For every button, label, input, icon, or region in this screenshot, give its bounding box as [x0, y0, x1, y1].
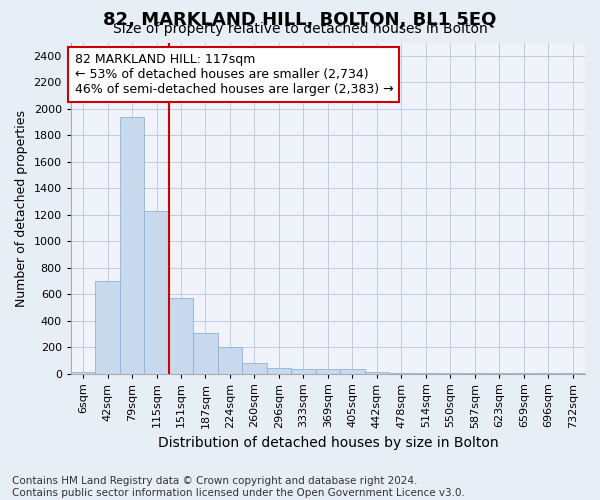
Bar: [95, 281, 120, 374]
X-axis label: Distribution of detached houses by size in Bolton: Distribution of detached houses by size …: [158, 436, 498, 450]
Bar: [169, 298, 193, 374]
Bar: [193, 333, 218, 374]
Bar: [267, 368, 291, 374]
Text: Contains HM Land Registry data © Crown copyright and database right 2024.
Contai: Contains HM Land Registry data © Crown c…: [12, 476, 465, 498]
Bar: [71, 372, 95, 374]
Bar: [120, 116, 144, 374]
Text: Size of property relative to detached houses in Bolton: Size of property relative to detached ho…: [113, 22, 487, 36]
Y-axis label: Number of detached properties: Number of detached properties: [15, 110, 28, 306]
Bar: [316, 370, 340, 374]
Text: 82, MARKLAND HILL, BOLTON, BL1 5EQ: 82, MARKLAND HILL, BOLTON, BL1 5EQ: [103, 11, 497, 29]
Bar: [218, 347, 242, 374]
Bar: [438, 373, 463, 374]
Text: 82 MARKLAND HILL: 117sqm
← 53% of detached houses are smaller (2,734)
46% of sem: 82 MARKLAND HILL: 117sqm ← 53% of detach…: [74, 53, 393, 96]
Bar: [340, 370, 365, 374]
Bar: [413, 373, 438, 374]
Bar: [242, 363, 267, 374]
Bar: [365, 372, 389, 374]
Bar: [291, 370, 316, 374]
Bar: [389, 373, 413, 374]
Bar: [144, 210, 169, 374]
